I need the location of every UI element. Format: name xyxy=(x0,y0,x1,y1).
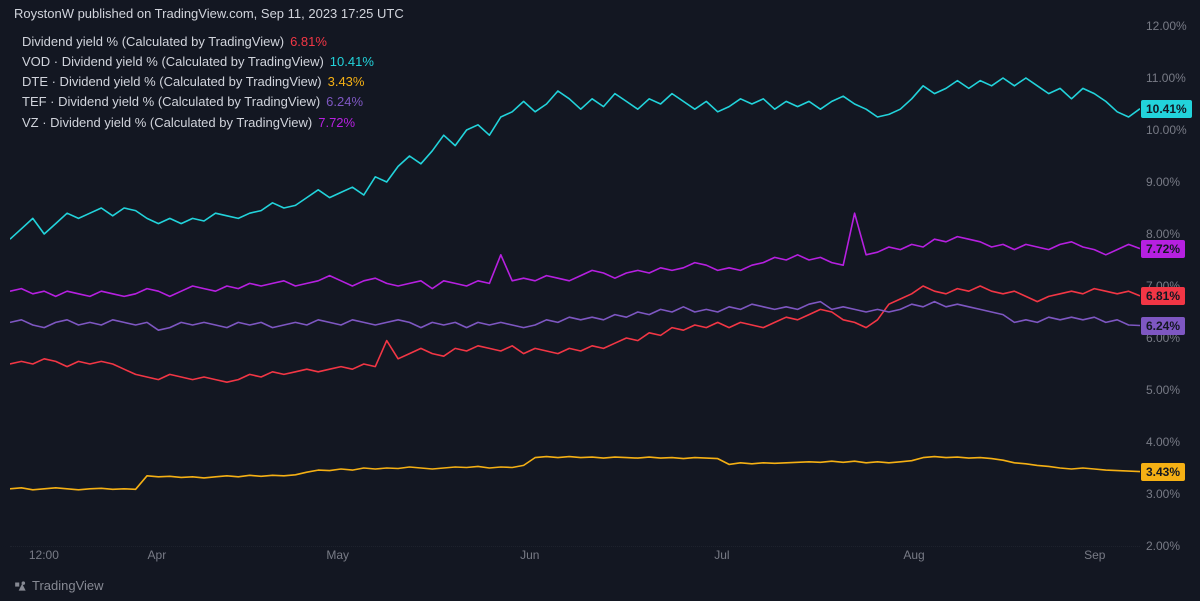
chart-plot-area[interactable] xyxy=(10,26,1140,546)
x-axis-tick: 12:00 xyxy=(29,548,59,562)
price-badge-DTE: 3.43% xyxy=(1141,463,1185,481)
price-badge-VOD: 10.41% xyxy=(1141,100,1192,118)
y-axis-tick: 5.00% xyxy=(1146,383,1180,397)
y-axis-tick: 9.00% xyxy=(1146,175,1180,189)
price-badge-VZ: 7.72% xyxy=(1141,240,1185,258)
y-axis-tick: 11.00% xyxy=(1146,71,1186,85)
line-series-TEF xyxy=(10,302,1140,331)
y-axis-tick: 3.00% xyxy=(1146,487,1180,501)
y-axis-tick: 12.00% xyxy=(1146,19,1187,33)
line-series-Dividend yield xyxy=(10,286,1140,382)
line-series-VZ xyxy=(10,213,1140,296)
line-series-VOD xyxy=(10,78,1140,239)
y-axis-tick: 4.00% xyxy=(1146,435,1180,449)
x-axis-tick: Jul xyxy=(714,548,729,562)
chart-header: RoystonW published on TradingView.com, S… xyxy=(14,6,404,21)
tradingview-logo-icon xyxy=(14,579,28,593)
price-badge-Dividend yield: 6.81% xyxy=(1141,287,1185,305)
x-axis-tick: Aug xyxy=(903,548,924,562)
y-axis-tick: 10.00% xyxy=(1146,123,1187,137)
x-axis-tick: Jun xyxy=(520,548,539,562)
price-badge-TEF: 6.24% xyxy=(1141,317,1185,335)
line-series-DTE xyxy=(10,457,1140,490)
x-axis-tick: Apr xyxy=(148,548,167,562)
x-axis-tick: May xyxy=(326,548,349,562)
footer-attribution: TradingView xyxy=(14,578,104,593)
x-axis-tick: Sep xyxy=(1084,548,1105,562)
baseline-gridline xyxy=(10,546,1140,547)
y-axis-tick: 2.00% xyxy=(1146,539,1180,553)
footer-text: TradingView xyxy=(32,578,104,593)
